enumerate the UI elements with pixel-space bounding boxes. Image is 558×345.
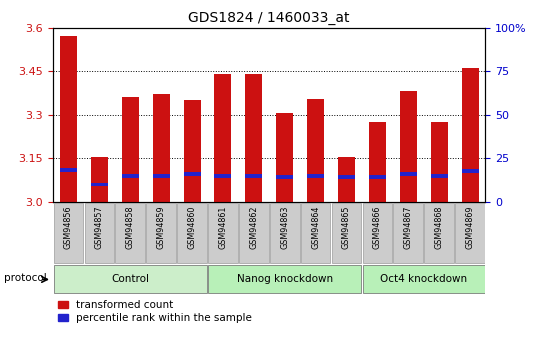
FancyBboxPatch shape (177, 203, 207, 263)
Bar (461, 169, 479, 173)
FancyBboxPatch shape (54, 266, 207, 293)
Bar (184, 100, 200, 202)
Text: GSM94863: GSM94863 (280, 206, 289, 249)
Bar (338, 175, 355, 179)
Text: protocol: protocol (4, 273, 47, 283)
FancyBboxPatch shape (208, 266, 361, 293)
Bar (60, 168, 77, 172)
FancyBboxPatch shape (424, 203, 454, 263)
Bar (91, 183, 108, 186)
FancyBboxPatch shape (363, 203, 392, 263)
Text: Oct4 knockdown: Oct4 knockdown (380, 275, 467, 284)
Bar (153, 174, 170, 178)
Bar (214, 74, 232, 202)
Text: GSM94859: GSM94859 (157, 206, 166, 249)
Bar (307, 174, 324, 178)
Bar (122, 97, 139, 202)
Text: GSM94861: GSM94861 (218, 206, 228, 249)
Bar (91, 157, 108, 202)
Bar (338, 157, 355, 202)
Bar (400, 172, 417, 176)
Text: GSM94858: GSM94858 (126, 206, 134, 249)
Bar (153, 95, 170, 202)
Text: GSM94860: GSM94860 (187, 206, 196, 249)
Bar (307, 99, 324, 202)
FancyBboxPatch shape (239, 203, 268, 263)
FancyBboxPatch shape (301, 203, 330, 263)
FancyBboxPatch shape (84, 203, 114, 263)
Text: GSM94868: GSM94868 (435, 206, 444, 249)
FancyBboxPatch shape (116, 203, 145, 263)
Text: GSM94865: GSM94865 (342, 206, 351, 249)
Bar (276, 113, 293, 202)
FancyBboxPatch shape (208, 203, 238, 263)
Text: GSM94862: GSM94862 (249, 206, 258, 249)
Bar (369, 175, 386, 179)
Text: Nanog knockdown: Nanog knockdown (237, 275, 333, 284)
Text: GSM94864: GSM94864 (311, 206, 320, 249)
Text: GSM94857: GSM94857 (95, 206, 104, 249)
Text: GSM94869: GSM94869 (465, 206, 474, 249)
Title: GDS1824 / 1460033_at: GDS1824 / 1460033_at (189, 11, 350, 25)
Bar (400, 91, 417, 202)
Bar (276, 175, 293, 179)
Bar (60, 36, 77, 202)
FancyBboxPatch shape (270, 203, 300, 263)
FancyBboxPatch shape (363, 266, 485, 293)
FancyBboxPatch shape (331, 203, 361, 263)
Text: Control: Control (111, 275, 149, 284)
FancyBboxPatch shape (146, 203, 176, 263)
Bar (122, 174, 139, 178)
Text: GSM94856: GSM94856 (64, 206, 73, 249)
Bar (369, 122, 386, 202)
Bar (184, 172, 200, 176)
Bar (461, 68, 479, 202)
Bar (246, 74, 262, 202)
Bar (246, 174, 262, 178)
Bar (431, 122, 448, 202)
Text: GSM94866: GSM94866 (373, 206, 382, 249)
Text: GSM94867: GSM94867 (404, 206, 413, 249)
Bar (214, 174, 232, 178)
Bar (431, 174, 448, 178)
Legend: transformed count, percentile rank within the sample: transformed count, percentile rank withi… (54, 296, 256, 327)
FancyBboxPatch shape (455, 203, 485, 263)
FancyBboxPatch shape (54, 203, 83, 263)
FancyBboxPatch shape (393, 203, 423, 263)
